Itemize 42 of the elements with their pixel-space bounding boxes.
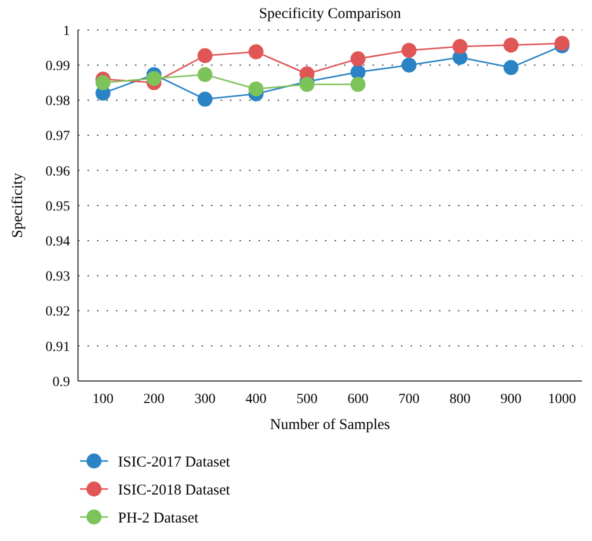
x-tick-label: 700 <box>398 392 420 407</box>
legend-label: PH-2 Dataset <box>118 510 200 526</box>
point <box>96 75 110 90</box>
point <box>198 92 212 107</box>
legend-label: ISIC-2018 Dataset <box>118 482 231 498</box>
y-axis-title: Specificity <box>10 172 26 238</box>
point <box>198 48 212 64</box>
y-tick-label: 0.95 <box>46 199 70 214</box>
y-tick-label: 1 <box>63 24 70 39</box>
point <box>350 51 366 66</box>
x-tick-label: 1000 <box>548 392 576 407</box>
x-tick-label: 600 <box>348 392 368 407</box>
chart-title: Specificity Comparison <box>258 6 402 22</box>
point <box>350 76 366 92</box>
y-tick-label: 0.92 <box>46 304 70 320</box>
y-tick-label: 0.98 <box>46 94 70 110</box>
x-tick-label: 200 <box>144 392 164 407</box>
point <box>504 60 518 76</box>
point <box>198 67 212 82</box>
point <box>300 76 314 92</box>
y-tick-label: 0.99 <box>46 59 70 74</box>
y-tick-label: 0.93 <box>46 270 70 285</box>
x-tick-label: 800 <box>450 392 470 407</box>
y-tick-label: 0.94 <box>46 234 70 250</box>
x-tick-label: 500 <box>296 392 318 407</box>
legend-label: ISIC-2017 Dataset <box>118 454 231 470</box>
x-tick-label: 300 <box>194 392 216 407</box>
y-tick-label: 0.97 <box>46 129 70 144</box>
y-tick-label: 0.9 <box>52 374 70 390</box>
point <box>402 42 416 58</box>
point <box>146 70 162 86</box>
x-tick-label: 900 <box>500 392 522 407</box>
point <box>402 58 416 73</box>
point <box>504 38 518 53</box>
point <box>248 44 264 60</box>
x-axis-title: Number of Samples <box>270 417 390 433</box>
x-tick-label: 400 <box>246 392 266 407</box>
point <box>248 81 264 96</box>
y-tick-label: 0.96 <box>46 164 70 180</box>
y-tick-label: 0.91 <box>46 340 70 355</box>
x-tick-label: 100 <box>92 392 114 407</box>
point <box>452 38 468 54</box>
